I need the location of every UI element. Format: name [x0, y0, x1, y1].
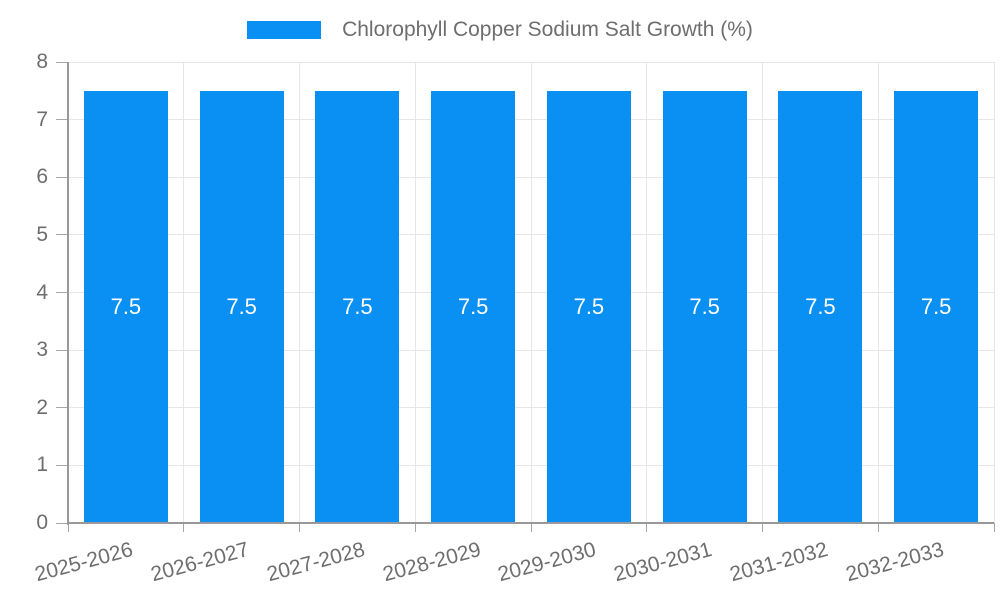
- y-axis-tick: [56, 407, 68, 409]
- x-axis-tick: [762, 523, 763, 532]
- x-gridline: [993, 62, 995, 523]
- bar-value-label: 7.5: [805, 293, 836, 319]
- y-axis-tick-label: 6: [36, 165, 48, 189]
- y-axis-line: [67, 62, 69, 525]
- legend: Chlorophyll Copper Sodium Salt Growth (%…: [0, 18, 1000, 42]
- x-axis-tick: [530, 523, 532, 532]
- x-gridline: [762, 62, 763, 523]
- x-axis-tick-label: 2025-2026: [32, 538, 136, 587]
- x-gridline: [183, 62, 185, 523]
- y-axis-tick-label: 4: [36, 280, 48, 304]
- bar-value-label: 7.5: [689, 293, 720, 319]
- x-axis-tick: [299, 523, 300, 532]
- x-gridline: [414, 62, 416, 523]
- bar-value-label: 7.5: [573, 293, 605, 319]
- x-gridline: [299, 62, 300, 523]
- x-axis-tick-label: 2031-2032: [727, 538, 831, 587]
- y-axis-tick: [56, 522, 68, 524]
- y-axis-tick-label: 5: [36, 222, 48, 246]
- bar-value-label: 7.5: [920, 293, 952, 319]
- y-axis-tick: [56, 61, 68, 63]
- bar-value-label: 7.5: [342, 293, 373, 319]
- x-axis-tick-label: 2028-2029: [380, 538, 484, 587]
- y-axis-tick-label: 8: [36, 50, 48, 73]
- bar-value-label: 7.5: [457, 293, 489, 319]
- x-axis-tick-label: 2032-2033: [843, 538, 947, 587]
- y-axis-tick-label: 0: [36, 511, 48, 534]
- y-axis-tick-label: 2: [36, 395, 48, 419]
- y-axis-tick: [56, 349, 68, 351]
- y-axis-tick-label: 1: [36, 453, 48, 477]
- bar-value-label: 7.5: [110, 293, 142, 319]
- y-axis-tick: [56, 292, 68, 293]
- y-axis-tick: [56, 234, 68, 236]
- bar: [315, 90, 400, 523]
- bar: [546, 90, 631, 523]
- bar: [662, 90, 747, 523]
- x-gridline: [877, 62, 879, 523]
- bar: [894, 90, 979, 523]
- x-axis-tick-label: 2026-2027: [148, 538, 252, 587]
- x-axis-tick-label: 2029-2030: [495, 538, 599, 587]
- y-axis-tick: [56, 464, 68, 466]
- y-axis-tick-label: 7: [36, 107, 48, 131]
- bar: [778, 90, 863, 523]
- bar: [431, 90, 516, 523]
- y-axis-tick: [56, 176, 68, 178]
- x-axis-tick: [67, 523, 69, 532]
- x-axis-tick: [414, 523, 416, 532]
- y-axis-tick: [56, 119, 68, 121]
- x-axis-tick-label: 2027-2028: [264, 538, 368, 587]
- x-axis-tick: [877, 523, 879, 532]
- x-axis-tick: [183, 523, 185, 532]
- y-axis-tick-label: 3: [36, 338, 48, 362]
- legend-label: Chlorophyll Copper Sodium Salt Growth (%…: [342, 18, 753, 41]
- x-axis-tick: [646, 523, 648, 532]
- bar-value-label: 7.5: [226, 293, 257, 319]
- legend-item[interactable]: Chlorophyll Copper Sodium Salt Growth (%…: [247, 18, 753, 42]
- x-axis-tick: [993, 523, 995, 532]
- x-axis-tick-label: 2030-2031: [611, 538, 715, 587]
- legend-swatch-icon: [247, 21, 322, 39]
- bar: [83, 90, 168, 523]
- x-gridline: [646, 62, 648, 523]
- bar: [199, 90, 284, 523]
- x-axis-line: [67, 522, 994, 524]
- x-gridline: [530, 62, 532, 523]
